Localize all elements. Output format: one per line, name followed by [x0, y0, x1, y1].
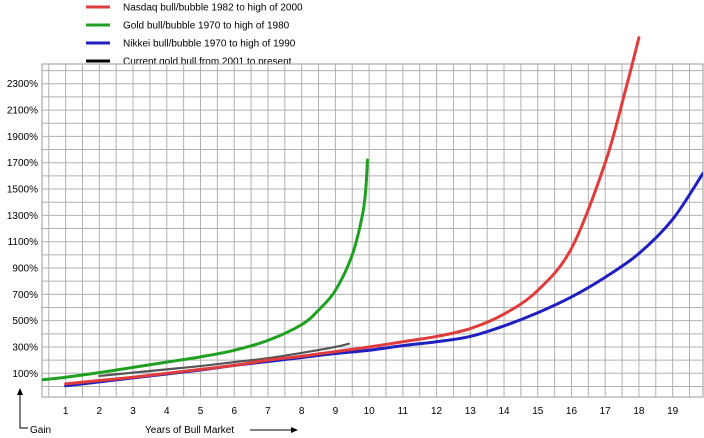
x-tick-label: 3 [130, 406, 136, 417]
gain-arrow-head [17, 388, 23, 395]
x-tick-label: 14 [498, 406, 510, 417]
y-tick-label: 1700% [7, 158, 38, 169]
y-axis-title: Gain [30, 425, 51, 436]
y-tick-label: 1300% [7, 211, 38, 222]
x-axis-title: Years of Bull Market [145, 425, 234, 436]
plot-frame [41, 63, 704, 398]
x-tick-label: 6 [231, 406, 237, 417]
x-tick-label: 12 [431, 406, 443, 417]
x-tick-label: 13 [465, 406, 477, 417]
y-tick-label: 500% [12, 316, 38, 327]
y-tick-label: 1100% [8, 237, 39, 248]
x-tick-label: 8 [299, 406, 305, 417]
x-tick-label: 10 [364, 406, 376, 417]
series-line-nasdaq [64, 36, 641, 386]
y-tick-label: 900% [12, 264, 38, 275]
x-tick-label: 4 [164, 406, 170, 417]
legend: Nasdaq bull/bubble 1982 to high of 2000 G… [86, 3, 303, 68]
y-tick-label: 100% [12, 369, 38, 380]
gain-arrow-line [19, 392, 28, 429]
x-tick-label: 9 [333, 406, 339, 417]
x-tick-label: 2 [97, 406, 103, 417]
x-tick-label: 19 [667, 406, 679, 417]
series-lines [42, 36, 703, 388]
grid [41, 63, 704, 398]
y-tick-label: 700% [12, 290, 38, 301]
x-tick-label: 16 [566, 406, 578, 417]
legend-label: Current gold bull from 2001 to present [123, 57, 292, 68]
y-tick-label: 2100% [7, 106, 38, 117]
legend-label: Nikkei bull/bubble 1970 to high of 1990 [123, 39, 296, 50]
x-tick-label: 5 [198, 406, 204, 417]
y-tick-label: 1900% [7, 132, 38, 143]
axes: 1 2 3 4 5 6 7 8 9 10 11 12 13 14 15 16 17 18 19100%300%500… [7, 79, 679, 433]
y-tick-label: 1500% [7, 185, 38, 196]
x-tick-label: 1 [63, 406, 69, 417]
y-tick-label: 2300% [7, 79, 38, 90]
series-line-gold [42, 158, 369, 382]
series-line-current-current [98, 342, 350, 378]
legend-label: Nasdaq bull/bubble 1982 to high of 2000 [123, 3, 303, 14]
x-tick-label: 15 [532, 406, 544, 417]
x-tick-label: 18 [633, 406, 645, 417]
legend-label: Gold bull/bubble 1970 to high of 1980 [123, 21, 290, 32]
x-tick-label: 7 [265, 406, 271, 417]
x-tick-label: 17 [600, 406, 612, 417]
years-arrow-head [291, 427, 298, 433]
y-tick-label: 300% [12, 342, 38, 353]
x-tick-label: 11 [398, 406, 409, 417]
